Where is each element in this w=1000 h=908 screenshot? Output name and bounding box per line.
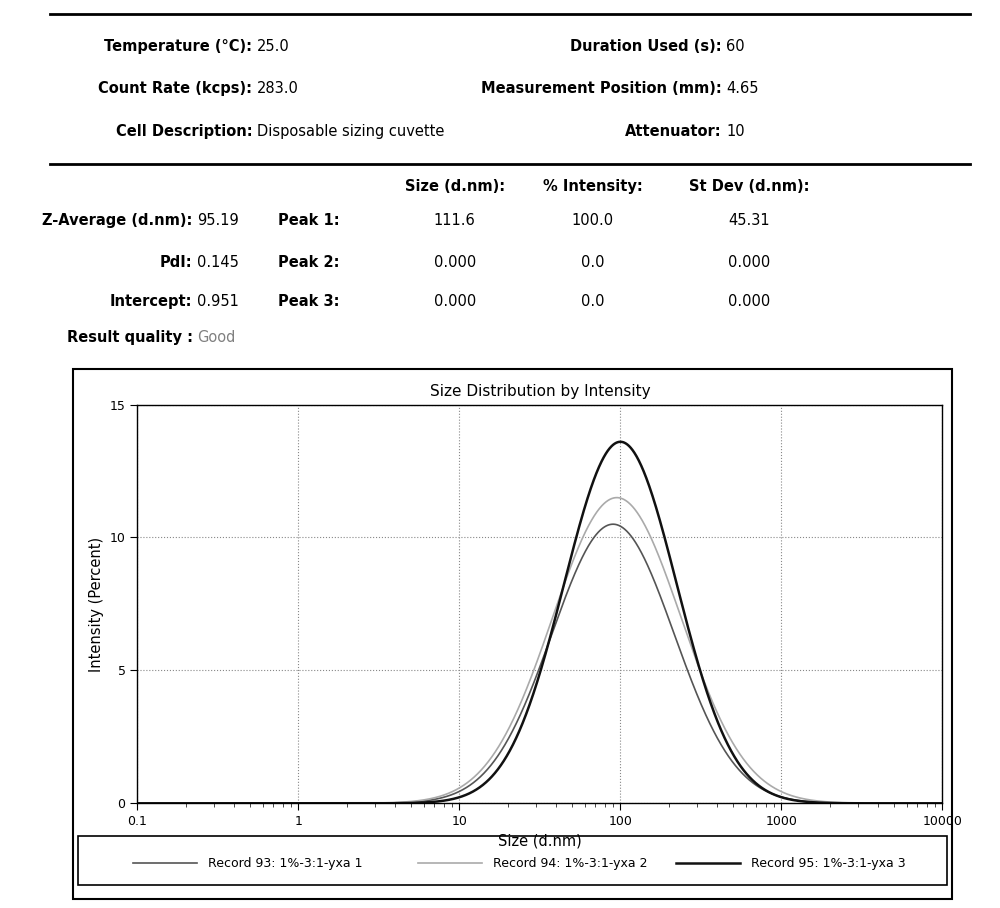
Text: Peak 2:: Peak 2: — [278, 255, 340, 270]
Text: 0.000: 0.000 — [434, 255, 476, 270]
Text: 0.145: 0.145 — [197, 255, 239, 270]
Text: Peak 1:: Peak 1: — [278, 213, 340, 228]
Text: Attenuator:: Attenuator: — [625, 123, 722, 139]
Text: Cell Description:: Cell Description: — [116, 123, 252, 139]
Text: 0.0: 0.0 — [581, 255, 605, 270]
Text: 111.6: 111.6 — [434, 213, 476, 228]
Text: 45.31: 45.31 — [728, 213, 770, 228]
Text: Result quality :: Result quality : — [67, 331, 193, 345]
Text: Record 93: 1%-3:1-yxa 1: Record 93: 1%-3:1-yxa 1 — [208, 857, 363, 870]
Text: Good: Good — [197, 331, 236, 345]
Text: 283.0: 283.0 — [257, 82, 299, 96]
Text: Z-Average (d.nm):: Z-Average (d.nm): — [42, 213, 193, 228]
Text: 95.19: 95.19 — [197, 213, 239, 228]
Text: 0.0: 0.0 — [581, 294, 605, 310]
FancyBboxPatch shape — [73, 369, 952, 899]
Text: Duration Used (s):: Duration Used (s): — [570, 39, 722, 54]
Text: PdI:: PdI: — [160, 255, 193, 270]
Text: 4.65: 4.65 — [726, 82, 759, 96]
Text: Measurement Position (mm):: Measurement Position (mm): — [481, 82, 722, 96]
Text: Size (d.nm):: Size (d.nm): — [405, 180, 505, 194]
Text: 0.000: 0.000 — [728, 294, 770, 310]
Text: 0.000: 0.000 — [728, 255, 770, 270]
Text: Record 95: 1%-3:1-yxa 3: Record 95: 1%-3:1-yxa 3 — [751, 857, 906, 870]
Text: % Intensity:: % Intensity: — [543, 180, 643, 194]
Text: 25.0: 25.0 — [257, 39, 290, 54]
Text: Disposable sizing cuvette: Disposable sizing cuvette — [257, 123, 444, 139]
Text: 0.951: 0.951 — [197, 294, 239, 310]
Text: Count Rate (kcps):: Count Rate (kcps): — [98, 82, 252, 96]
Text: St Dev (d.nm):: St Dev (d.nm): — [689, 180, 809, 194]
Text: 60: 60 — [726, 39, 745, 54]
Text: 10: 10 — [726, 123, 745, 139]
Text: Record 94: 1%-3:1-yxa 2: Record 94: 1%-3:1-yxa 2 — [493, 857, 648, 870]
Text: 0.000: 0.000 — [434, 294, 476, 310]
Text: 100.0: 100.0 — [572, 213, 614, 228]
Text: Peak 3:: Peak 3: — [278, 294, 340, 310]
Text: Intercept:: Intercept: — [110, 294, 193, 310]
Text: Temperature (°C):: Temperature (°C): — [104, 39, 252, 54]
FancyBboxPatch shape — [78, 836, 947, 885]
